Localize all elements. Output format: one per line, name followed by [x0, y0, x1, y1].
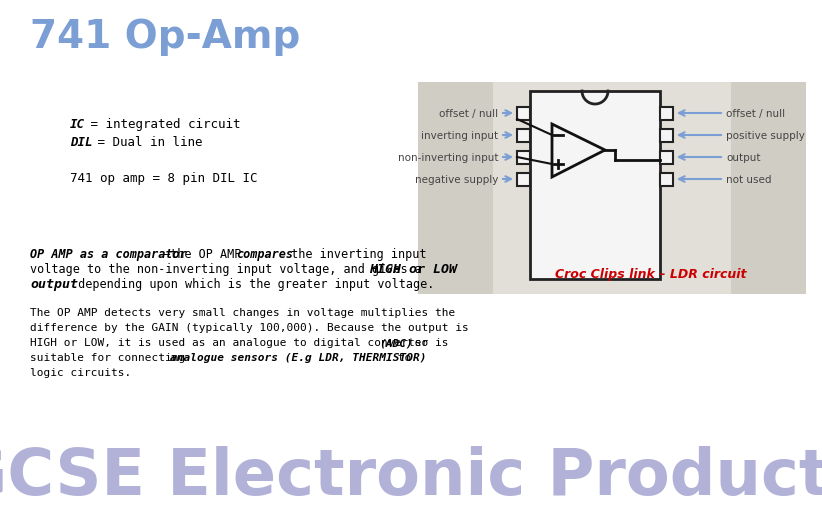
Text: logic circuits.: logic circuits. [30, 367, 132, 377]
Text: = integrated circuit: = integrated circuit [83, 118, 241, 131]
Bar [517, 130, 530, 143]
Bar [517, 152, 530, 165]
Bar [517, 174, 530, 187]
Text: inverting input: inverting input [421, 131, 498, 140]
Text: the inverting input: the inverting input [284, 247, 427, 261]
Text: to: to [390, 352, 411, 362]
Bar [517, 108, 530, 121]
Text: suitable for connecting: suitable for connecting [30, 352, 192, 362]
Text: 741 Op-Amp: 741 Op-Amp [30, 18, 300, 56]
Text: Croc Clips link – LDR circuit: Croc Clips link – LDR circuit [555, 267, 746, 280]
Text: HIGH or LOW: HIGH or LOW [369, 263, 457, 275]
Text: negative supply: negative supply [414, 175, 498, 185]
Bar [530, 92, 660, 279]
Text: difference by the GAIN (typically 100,000). Because the output is: difference by the GAIN (typically 100,00… [30, 322, 469, 332]
Text: non-inverting input: non-inverting input [398, 153, 498, 163]
Text: OP AMP as a comparator: OP AMP as a comparator [30, 247, 187, 261]
Text: = Dual in line: = Dual in line [90, 136, 202, 149]
Bar [660, 130, 673, 143]
Text: 741 op amp = 8 pin DIL IC: 741 op amp = 8 pin DIL IC [70, 172, 257, 185]
Text: GCSE Electronic Products: GCSE Electronic Products [0, 445, 822, 507]
Text: positive supply: positive supply [726, 131, 805, 140]
Text: offset / null: offset / null [439, 109, 498, 119]
Text: HIGH or LOW, it is used as an analogue to digital converter: HIGH or LOW, it is used as an analogue t… [30, 337, 435, 347]
Text: so is: so is [409, 337, 449, 347]
Text: —the OP AMP: —the OP AMP [163, 247, 248, 261]
Text: analogue sensors (E.g LDR, THERMISTOR): analogue sensors (E.g LDR, THERMISTOR) [169, 352, 426, 362]
Text: DIL: DIL [70, 136, 93, 149]
Text: offset / null: offset / null [726, 109, 785, 119]
Text: The OP AMP detects very small changes in voltage multiplies the: The OP AMP detects very small changes in… [30, 307, 455, 318]
Text: not used: not used [726, 175, 772, 185]
Bar [660, 174, 673, 187]
Bar [660, 152, 673, 165]
Bar [493, 83, 731, 294]
Text: compares: compares [236, 247, 293, 261]
Text: output: output [30, 277, 78, 291]
Text: output: output [726, 153, 760, 163]
Bar [418, 83, 806, 294]
Text: depending upon which is the greater input voltage.: depending upon which is the greater inpu… [71, 277, 434, 291]
Bar [660, 108, 673, 121]
Text: voltage to the non-inverting input voltage, and gives a: voltage to the non-inverting input volta… [30, 263, 429, 275]
Text: (ADC): (ADC) [379, 337, 413, 347]
Text: IC: IC [70, 118, 85, 131]
